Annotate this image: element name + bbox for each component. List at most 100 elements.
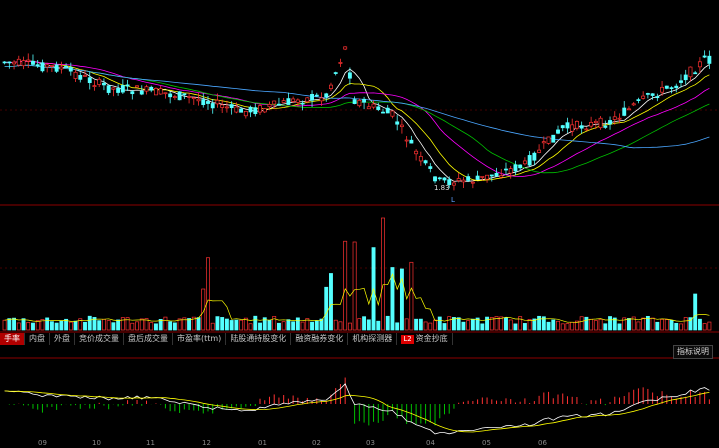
candle-body <box>314 94 319 97</box>
volume-bar <box>243 317 248 331</box>
candle-body <box>660 86 665 93</box>
volume-bar <box>40 319 45 331</box>
volume-bar <box>73 320 78 331</box>
volume-bar <box>452 317 456 331</box>
volume-bar <box>546 321 551 331</box>
tab-turnover-rate[interactable]: 手率 <box>0 333 25 345</box>
volume-bar <box>395 322 400 331</box>
tab-auction-volume[interactable]: 竞价成交量 <box>75 333 124 345</box>
candle-body <box>655 96 660 99</box>
candle-body <box>352 99 357 104</box>
candle-body <box>537 149 542 153</box>
volume-bar <box>697 318 702 331</box>
candle-body <box>399 124 404 128</box>
volume-bar <box>589 318 594 331</box>
volume-bar <box>357 318 362 331</box>
volume-bar <box>504 317 508 331</box>
candle-body <box>612 116 617 120</box>
candle-body <box>504 168 508 171</box>
volume-bar <box>21 318 26 331</box>
candle-body <box>168 93 173 98</box>
candle-body <box>206 101 210 104</box>
candle-body <box>475 175 480 180</box>
candle-body <box>26 59 31 62</box>
candle-body <box>622 107 627 116</box>
volume-bar <box>172 322 177 331</box>
candle-body <box>489 174 494 177</box>
candle-body <box>669 87 674 90</box>
volume-bar <box>234 319 239 331</box>
candle-body <box>125 84 130 87</box>
volume-bar <box>513 323 518 331</box>
volume-bar <box>49 321 54 331</box>
volume-bar <box>135 321 139 331</box>
candle-body <box>111 87 116 90</box>
tab-pe-ttm[interactable]: 市盈率(ttm) <box>173 333 227 345</box>
volume-bar <box>650 317 655 331</box>
indicator-help-button[interactable]: 指标说明 <box>673 345 713 359</box>
ma5-line <box>4 60 710 182</box>
candle-body <box>187 96 192 98</box>
x-axis-label: 01 <box>258 439 267 447</box>
candle-body <box>291 98 296 102</box>
candle-body <box>154 88 158 96</box>
volume-bar <box>622 317 627 331</box>
candle-body <box>49 65 54 67</box>
candle-body <box>688 66 693 78</box>
candle-body <box>220 104 225 108</box>
candlestick-series <box>2 46 712 191</box>
candle-body <box>144 86 149 92</box>
candle-body <box>149 86 154 91</box>
volume-bar <box>12 317 17 331</box>
indicator-tab-bar: 手率 内盘 外盘 竞价成交量 盘后成交量 市盈率(ttm) 陆股通持股变化 融资… <box>0 333 719 345</box>
volume-bar <box>125 317 130 331</box>
tab-institution-detector[interactable]: 机构探测器 <box>348 333 398 345</box>
tab-inner-volume[interactable]: 内盘 <box>25 333 50 345</box>
volume-ma-line <box>4 273 710 323</box>
volume-bar <box>612 317 617 331</box>
candle-body <box>135 85 139 88</box>
volume-bar <box>2 319 7 331</box>
candle-body <box>21 60 26 67</box>
candle-body <box>452 182 456 186</box>
candle-body <box>97 78 102 85</box>
volume-bar <box>239 319 244 331</box>
volume-bar <box>362 316 367 331</box>
volume-bar <box>423 321 428 331</box>
volume-bar <box>409 261 414 331</box>
volume-bar <box>97 320 102 331</box>
tab-after-hours-volume[interactable]: 盘后成交量 <box>124 333 173 345</box>
candle-body <box>158 88 163 95</box>
tab-bottom-fishing[interactable]: L2 资金抄底 <box>397 333 453 345</box>
ma30-line <box>4 64 710 174</box>
macd-dif-line <box>4 383 710 435</box>
volume-bar <box>305 318 310 331</box>
volume-bar <box>470 318 475 331</box>
volume-bar <box>120 317 125 331</box>
tab-margin-trading[interactable]: 融资融券变化 <box>291 333 349 345</box>
volume-bar <box>537 315 542 331</box>
candle-body <box>120 85 125 93</box>
volume-bar <box>281 321 286 331</box>
tab-northbound-holding[interactable]: 陆股通持股变化 <box>226 333 292 345</box>
volume-bar <box>399 268 404 331</box>
volume-bar <box>191 316 196 331</box>
volume-bar <box>54 322 59 331</box>
candle-body <box>35 64 40 67</box>
volume-bar <box>584 316 589 331</box>
volume-bar <box>229 320 234 331</box>
candle-body <box>343 46 348 50</box>
volume-bar <box>64 318 69 331</box>
volume-bar <box>414 318 419 331</box>
candle-body <box>608 120 612 125</box>
candle-body <box>418 156 423 162</box>
candle-body <box>329 84 333 89</box>
candle-body <box>101 82 106 86</box>
candle-body <box>631 103 636 106</box>
x-axis-label: 04 <box>426 439 435 447</box>
volume-bar <box>494 316 499 331</box>
volume-bar <box>442 323 447 331</box>
tab-outer-volume[interactable]: 外盘 <box>50 333 75 345</box>
candle-body <box>92 85 97 87</box>
